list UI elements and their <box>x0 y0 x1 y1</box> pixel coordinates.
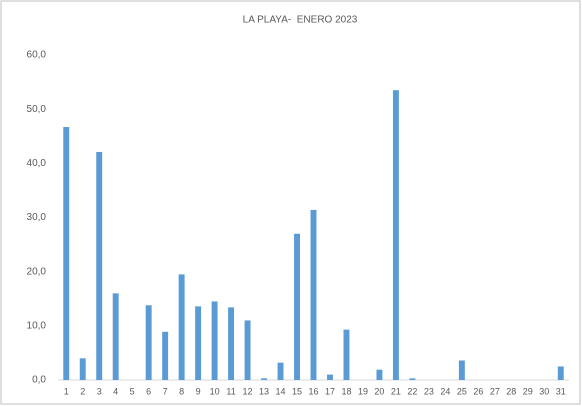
chart-title: LA PLAYA- ENERO 2023 <box>243 15 358 26</box>
x-tick-label: 5 <box>130 386 135 396</box>
x-tick-label: 10 <box>210 386 220 396</box>
bar <box>277 362 284 380</box>
bar <box>376 369 383 380</box>
bar <box>409 378 416 380</box>
x-tick-label: 12 <box>243 386 253 396</box>
bar <box>244 320 251 380</box>
bar <box>310 209 317 380</box>
y-tick-label: 60,0 <box>27 50 47 61</box>
x-tick-label: 30 <box>539 386 549 396</box>
bar <box>327 374 333 380</box>
y-tick-label: 0,0 <box>32 375 46 386</box>
x-tick-label: 13 <box>259 386 269 396</box>
bar <box>178 274 185 380</box>
x-tick-label: 4 <box>113 386 118 396</box>
x-tick-label: 11 <box>226 386 235 396</box>
x-tick-label: 29 <box>523 386 533 396</box>
x-tick-label: 9 <box>196 386 201 396</box>
bar <box>145 305 152 380</box>
x-tick-label: 20 <box>374 386 384 396</box>
bar <box>162 331 169 380</box>
bar <box>195 306 202 380</box>
x-tick-label: 6 <box>146 386 151 396</box>
x-tick-label: 24 <box>440 386 450 396</box>
x-tick-label: 7 <box>163 386 168 396</box>
x-tick-label: 3 <box>97 386 102 396</box>
bar <box>96 151 103 380</box>
x-tick-label: 18 <box>341 386 351 396</box>
bar <box>458 360 465 380</box>
x-tick-label: 16 <box>308 386 318 396</box>
x-tick-label: 17 <box>325 386 335 396</box>
bar <box>112 293 119 380</box>
bar <box>211 301 218 380</box>
x-tick-label: 27 <box>490 386 500 396</box>
x-tick-label: 21 <box>391 386 401 396</box>
x-tick-label: 15 <box>292 386 302 396</box>
y-tick-label: 40,0 <box>27 158 47 169</box>
bar <box>294 233 300 380</box>
bar <box>343 329 350 380</box>
x-tick-label: 26 <box>473 386 483 396</box>
x-tick-label: 23 <box>424 386 434 396</box>
x-tick-label: 2 <box>80 386 85 396</box>
y-tick-label: 50,0 <box>27 104 47 115</box>
x-tick-label: 25 <box>457 386 467 396</box>
x-tick-label: 14 <box>276 386 286 396</box>
x-tick-label: 22 <box>407 386 417 396</box>
x-tick-label: 19 <box>358 386 368 396</box>
y-tick-label: 10,0 <box>27 320 47 331</box>
bar <box>557 366 564 380</box>
x-tick-label: 1 <box>64 386 69 396</box>
bar <box>63 127 70 381</box>
bar <box>79 358 86 380</box>
x-tick-label: 28 <box>506 386 516 396</box>
y-tick-label: 30,0 <box>27 212 47 223</box>
x-tick-label: 31 <box>556 386 566 396</box>
x-tick-label: 8 <box>179 386 184 396</box>
bar <box>261 378 268 380</box>
bar <box>392 90 399 380</box>
bar <box>228 307 235 380</box>
y-tick-label: 20,0 <box>27 266 47 277</box>
